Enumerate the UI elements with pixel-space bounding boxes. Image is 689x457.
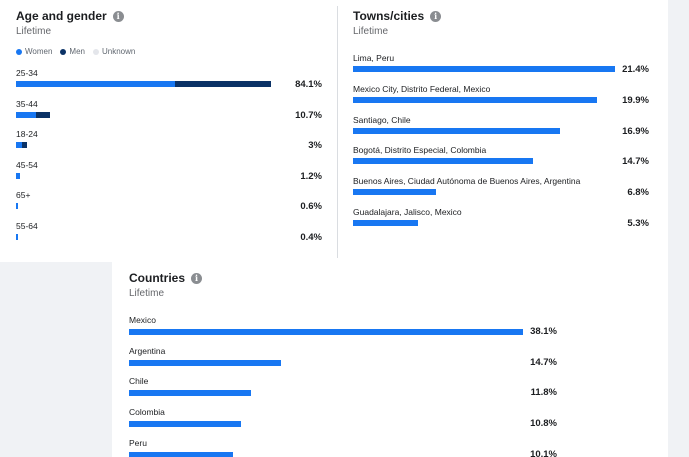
country-bar bbox=[129, 451, 234, 457]
towns-title: Towns/cities bbox=[353, 9, 425, 23]
age-bar-women bbox=[16, 142, 22, 148]
country-row-label: Colombia bbox=[129, 407, 165, 418]
country-row-label: Chile bbox=[129, 376, 149, 387]
town-row-percent: 14.7% bbox=[622, 156, 649, 168]
age-bar bbox=[16, 172, 20, 179]
age-row-percent: 0.6% bbox=[300, 201, 322, 212]
town-row-label: Bogotá, Distrito Especial, Colombia bbox=[353, 145, 487, 156]
age-bar-women bbox=[16, 81, 175, 87]
age-bar bbox=[16, 142, 27, 148]
age-bar bbox=[16, 233, 18, 240]
age-bar-men bbox=[35, 111, 50, 118]
country-bar bbox=[129, 390, 252, 397]
age-row-label: 45-54 bbox=[16, 159, 38, 170]
towns-title-wrap: Towns/cities i bbox=[353, 9, 442, 23]
age-bar bbox=[16, 111, 50, 118]
country-row-percent: 10.1% bbox=[530, 448, 557, 457]
legend-label: Unknown bbox=[101, 47, 136, 56]
age-gender-subtitle: Lifetime bbox=[16, 26, 52, 37]
age-bar-women bbox=[16, 111, 36, 118]
age-row-label: 65+ bbox=[16, 190, 31, 200]
country-row-percent: 10.8% bbox=[530, 418, 557, 430]
legend-item[interactable]: Women bbox=[16, 47, 52, 56]
town-bar bbox=[353, 96, 597, 103]
age-row-label: 55-64 bbox=[16, 220, 38, 231]
country-bar bbox=[129, 329, 523, 335]
age-row-percent: 3% bbox=[308, 140, 322, 151]
country-bar bbox=[129, 359, 282, 366]
age-gender-title: Age and gender bbox=[16, 9, 107, 23]
legend-dot-icon bbox=[16, 48, 22, 55]
age-gender-legend: Women Men Unknown bbox=[16, 47, 143, 56]
age-row-label: 18-24 bbox=[16, 129, 38, 139]
country-row-label: Argentina bbox=[129, 345, 166, 356]
legend-dot-icon bbox=[92, 48, 99, 55]
country-row-percent: 14.7% bbox=[530, 356, 557, 368]
age-gender-title-wrap: Age and gender i bbox=[16, 9, 124, 23]
legend-dot-icon bbox=[60, 48, 67, 55]
info-icon[interactable]: i bbox=[191, 272, 203, 284]
country-row-percent: 38.1% bbox=[530, 326, 557, 337]
info-icon[interactable]: i bbox=[430, 10, 442, 22]
country-row-label: Peru bbox=[129, 437, 147, 448]
legend-label: Women bbox=[25, 47, 53, 56]
legend-item[interactable]: Unknown bbox=[92, 47, 136, 56]
town-bar bbox=[353, 189, 437, 196]
age-bar-men bbox=[21, 142, 27, 148]
age-bar-women bbox=[16, 172, 20, 179]
age-bar-women bbox=[16, 233, 18, 240]
countries-subtitle: Lifetime bbox=[129, 288, 165, 299]
town-row-label: Guadalajara, Jalisco, Mexico bbox=[353, 207, 462, 217]
town-row-percent: 19.9% bbox=[622, 94, 649, 106]
town-row-label: Santiago, Chile bbox=[353, 114, 411, 125]
age-bar-men bbox=[174, 81, 272, 87]
countries-title: Countries bbox=[129, 271, 186, 285]
legend-label: Men bbox=[69, 47, 85, 56]
age-row-label: 35-44 bbox=[16, 98, 38, 109]
country-row-percent: 11.8% bbox=[530, 387, 557, 399]
town-row-percent: 16.9% bbox=[622, 125, 649, 137]
town-row-percent: 5.3% bbox=[627, 218, 649, 229]
town-bar bbox=[353, 220, 418, 226]
age-row-label: 25-34 bbox=[16, 68, 38, 78]
age-bar bbox=[16, 81, 272, 87]
town-row-label: Lima, Peru bbox=[353, 53, 395, 63]
country-bar bbox=[129, 421, 241, 428]
towns-subtitle: Lifetime bbox=[353, 26, 389, 37]
town-row-percent: 6.8% bbox=[627, 187, 649, 199]
town-bar bbox=[353, 158, 533, 165]
age-bar-women bbox=[16, 203, 18, 209]
age-row-percent: 84.1% bbox=[295, 79, 322, 90]
info-icon[interactable]: i bbox=[112, 10, 124, 22]
age-row-percent: 1.2% bbox=[300, 170, 322, 182]
age-bar bbox=[16, 203, 18, 209]
town-bar bbox=[353, 66, 615, 72]
audience-top-card bbox=[0, 0, 668, 262]
legend-item[interactable]: Men bbox=[60, 47, 85, 56]
town-row-label: Buenos Aires, Ciudad Autónoma de Buenos … bbox=[353, 176, 581, 187]
town-bar bbox=[353, 127, 560, 134]
town-row-label: Mexico City, Distrito Federal, Mexico bbox=[353, 83, 491, 94]
countries-title-wrap: Countries i bbox=[129, 271, 203, 285]
age-row-percent: 10.7% bbox=[295, 109, 322, 121]
age-row-percent: 0.4% bbox=[300, 231, 322, 243]
town-row-percent: 21.4% bbox=[622, 64, 649, 75]
country-row-label: Mexico bbox=[129, 315, 156, 325]
section-divider bbox=[337, 6, 338, 258]
